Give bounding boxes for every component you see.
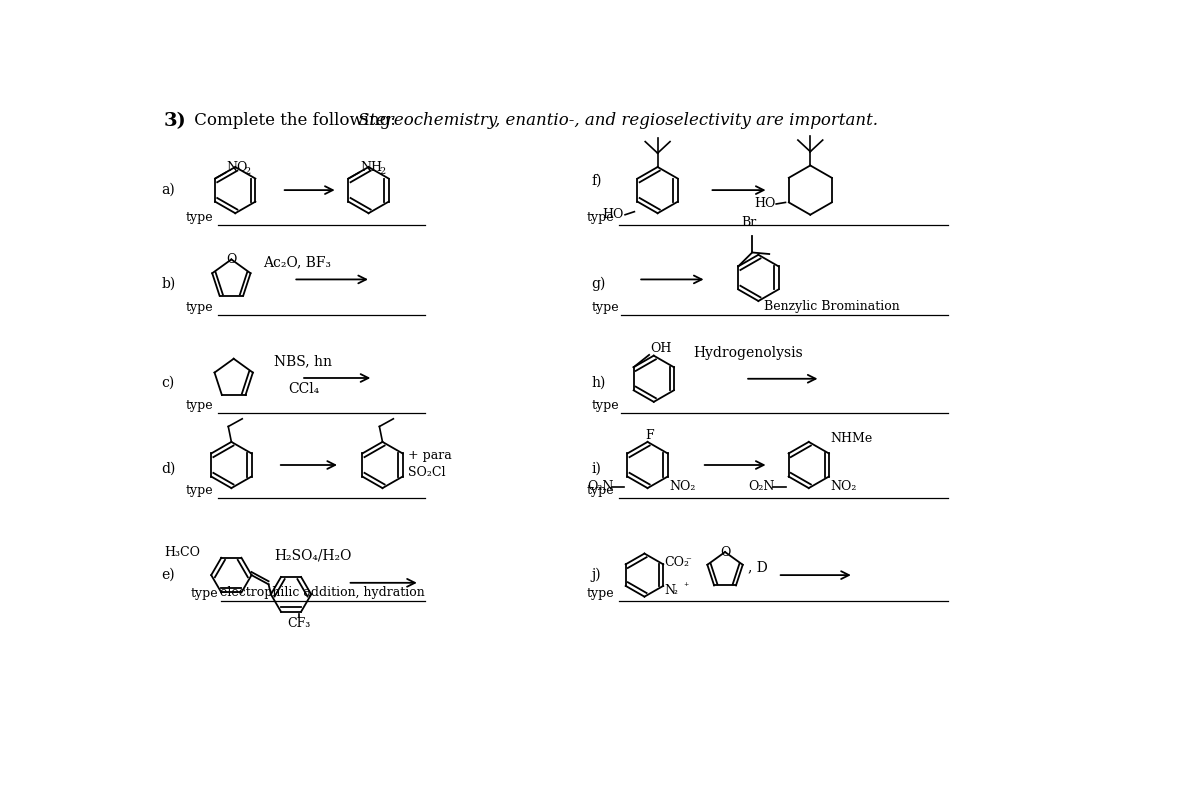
Text: NO: NO	[227, 161, 248, 174]
Text: c): c)	[162, 375, 175, 390]
Text: OH: OH	[650, 342, 672, 355]
Text: type: type	[592, 301, 619, 314]
Text: j): j)	[592, 568, 601, 582]
Text: type: type	[587, 211, 614, 223]
Text: CF₃: CF₃	[287, 617, 311, 630]
Text: electrophilic addition, hydration: electrophilic addition, hydration	[220, 587, 425, 599]
Text: ⁺: ⁺	[683, 583, 689, 592]
Text: H₂SO₄/H₂O: H₂SO₄/H₂O	[274, 549, 352, 563]
Text: Br: Br	[742, 216, 757, 230]
Text: Complete the following:: Complete the following:	[188, 112, 401, 130]
Text: 2: 2	[245, 167, 251, 176]
Text: type: type	[186, 484, 214, 497]
Text: O₂N: O₂N	[587, 480, 613, 493]
Text: F: F	[644, 429, 654, 442]
Text: Benzylic Bromination: Benzylic Bromination	[764, 300, 900, 313]
Text: O: O	[720, 545, 731, 559]
Text: NO₂: NO₂	[670, 480, 696, 493]
Text: b): b)	[162, 277, 176, 291]
Text: type: type	[587, 588, 614, 600]
Text: CCl₄: CCl₄	[288, 382, 319, 396]
Text: O₂N: O₂N	[749, 480, 775, 493]
Text: e): e)	[162, 568, 175, 582]
Text: HO: HO	[602, 208, 623, 221]
Text: type: type	[186, 301, 214, 314]
Text: NBS, hn: NBS, hn	[275, 354, 332, 368]
Text: h): h)	[592, 375, 606, 390]
Text: N: N	[665, 584, 676, 597]
Text: type: type	[186, 399, 214, 413]
Text: type: type	[587, 484, 614, 497]
Text: type: type	[191, 588, 218, 600]
Text: NO₂: NO₂	[830, 480, 857, 493]
Text: ⁻: ⁻	[685, 556, 691, 566]
Text: type: type	[186, 211, 214, 223]
Text: NHMe: NHMe	[830, 432, 872, 445]
Text: Ac₂O, BF₃: Ac₂O, BF₃	[263, 255, 331, 270]
Text: , D: , D	[749, 560, 768, 575]
Text: + para: + para	[408, 449, 452, 462]
Text: a): a)	[162, 183, 175, 197]
Text: CO₂: CO₂	[665, 556, 690, 569]
Text: NH: NH	[360, 161, 382, 174]
Text: g): g)	[592, 277, 606, 291]
Text: H₃CO: H₃CO	[164, 545, 200, 559]
Text: i): i)	[592, 462, 601, 476]
Text: Stereochemistry, enantio-, and regioselectivity are important.: Stereochemistry, enantio-, and regiosele…	[358, 112, 877, 130]
Text: HO: HO	[755, 197, 776, 211]
Text: SO₂Cl: SO₂Cl	[408, 466, 445, 479]
Text: ₂: ₂	[674, 585, 678, 595]
Text: type: type	[592, 399, 619, 413]
Text: O: O	[226, 253, 236, 266]
Text: f): f)	[592, 174, 602, 188]
Text: Hydrogenolysis: Hydrogenolysis	[694, 346, 803, 359]
Text: 2: 2	[379, 167, 385, 176]
Text: d): d)	[162, 462, 176, 476]
Text: 3): 3)	[164, 112, 187, 130]
